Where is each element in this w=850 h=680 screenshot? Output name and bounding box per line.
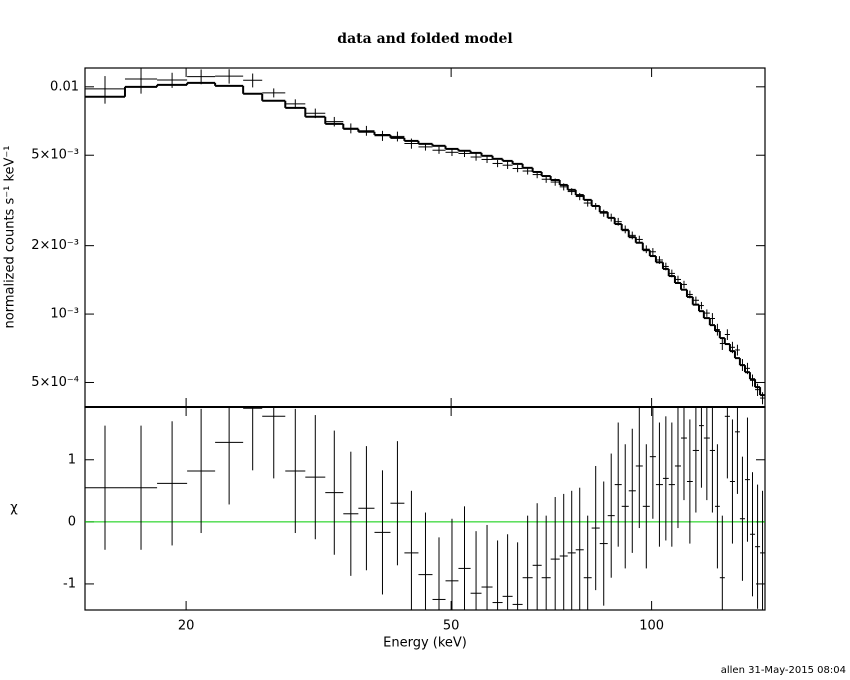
y-tick-label: 0.01 [50, 79, 79, 94]
y-tick-label: 5×10⁻⁴ [31, 375, 79, 390]
y-axis-label: χ [10, 501, 18, 516]
x-tick-label: 50 [443, 619, 460, 634]
top-panel-frame [84, 67, 766, 408]
y-tick-label: -1 [63, 576, 76, 591]
x-tick-label: 20 [178, 619, 195, 634]
x-tick-label: 100 [639, 619, 664, 634]
chart-title: data and folded model [337, 31, 512, 47]
y-tick-label: 10⁻³ [50, 307, 79, 322]
y-tick-label: 0 [68, 514, 76, 529]
y-tick-label: 2×10⁻³ [31, 238, 79, 253]
x-axis-label: Energy (keV) [383, 636, 467, 651]
footer: allen 31-May-2015 08:04 [721, 665, 846, 676]
y-axis-label: normalized counts s⁻¹ keV⁻¹ [3, 146, 18, 329]
y-tick-label: 5×10⁻³ [31, 148, 79, 163]
y-tick-label: 1 [68, 452, 76, 467]
